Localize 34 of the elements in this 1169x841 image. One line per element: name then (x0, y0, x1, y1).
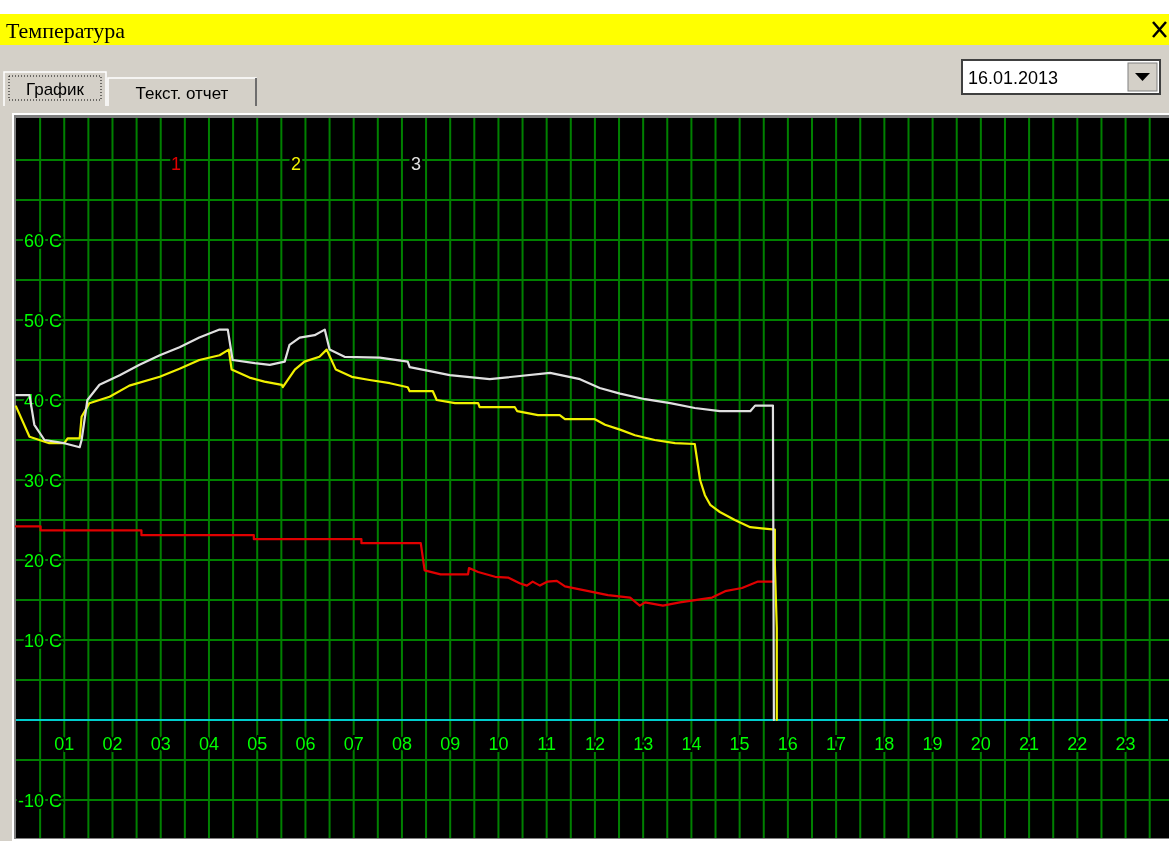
x-tick-label: 08 (391, 734, 412, 754)
x-tick-label: 11 (537, 734, 557, 754)
x-tick-label: 03 (150, 734, 171, 754)
x-tick-label: 15 (729, 734, 750, 754)
x-tick-label: 22 (1067, 734, 1088, 754)
x-tick-label: 14 (681, 734, 702, 754)
x-tick-label: 13 (633, 734, 654, 754)
x-tick-label: 04 (198, 734, 219, 754)
y-tick-label: 30 C (23, 471, 62, 491)
chart-title: Температура (6, 18, 126, 43)
y-tick-label: 10 C (23, 631, 62, 651)
x-tick-label: 16 (777, 734, 798, 754)
x-tick-label: 10 (488, 734, 509, 754)
x-tick-label: 02 (102, 734, 123, 754)
date-dropdown: 16.01.2013 (961, 59, 1161, 95)
x-tick-label: 05 (247, 734, 268, 754)
y-tick-label: 60 C (23, 231, 62, 251)
x-tick-label: 17 (826, 734, 847, 754)
x-tick-label: 21 (1019, 734, 1040, 754)
x-tick-label: 19 (922, 734, 943, 754)
x-tick-label: 09 (440, 734, 461, 754)
y-tick-label: 50 C (23, 311, 62, 331)
x-tick-label: 12 (584, 734, 605, 754)
x-tick-label: 01 (54, 734, 75, 754)
x-tick-label: 20 (970, 734, 991, 754)
x-tick-label: 06 (295, 734, 316, 754)
y-tick-label: 20 C (23, 551, 62, 571)
x-tick-label: 07 (343, 734, 364, 754)
x-tick-label: 23 (1115, 734, 1136, 754)
x-tick-label: 18 (874, 734, 895, 754)
tab: Текст. отчет (107, 77, 257, 107)
line-series (14, 525, 775, 607)
y-tick-label: -10 C (17, 791, 62, 811)
text: 2 (290, 154, 302, 174)
